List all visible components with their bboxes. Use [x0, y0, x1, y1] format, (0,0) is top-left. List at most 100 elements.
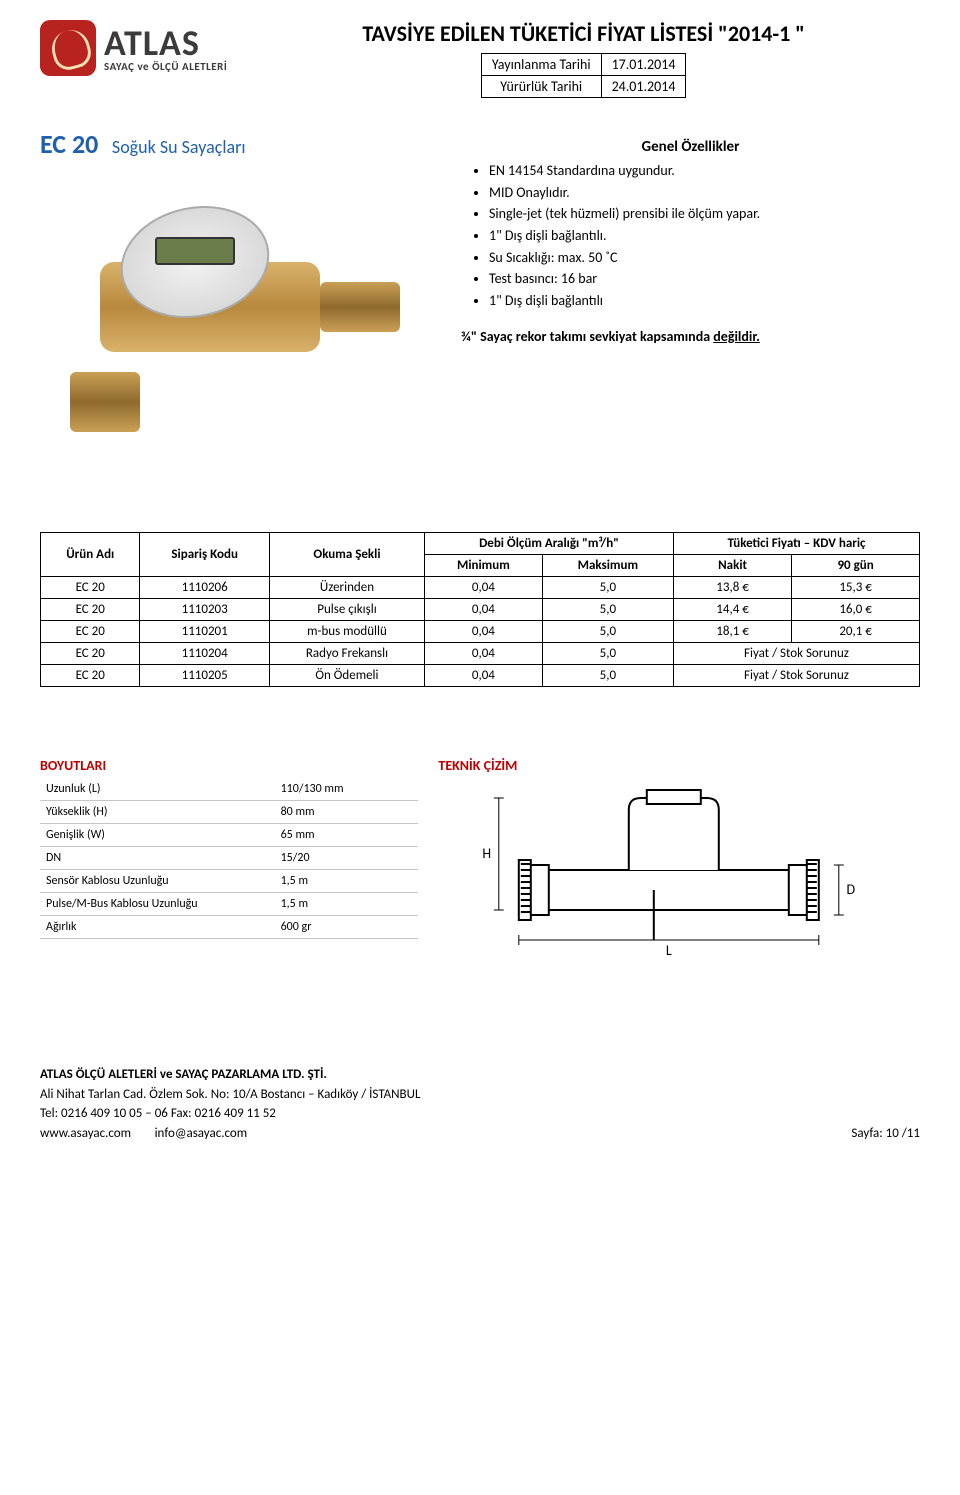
table-cell: 0,04	[425, 643, 543, 665]
footer-phones: Tel: 0216 409 10 05 – 06 Fax: 0216 409 1…	[40, 1104, 920, 1124]
table-cell: EC 20	[41, 643, 140, 665]
table-cell: 0,04	[425, 621, 543, 643]
dim-value: 1,5 m	[275, 893, 419, 916]
note: ¾" Sayaç rekor takımı sevkiyat kapsamınd…	[461, 328, 920, 345]
eff-date-value: 24.01.2014	[601, 76, 686, 98]
model-code: EC 20	[40, 128, 98, 160]
table-row: EC 201110205Ön Ödemeli0,045,0Fiyat / Sto…	[41, 665, 920, 687]
feature-item: EN 14154 Standardına uygundur.	[489, 160, 920, 182]
product-right: Genel Özellikler EN 14154 Standardına uy…	[461, 128, 920, 472]
table-cell: 5,0	[542, 621, 673, 643]
dim-key: Sensör Kablosu Uzunluğu	[40, 870, 275, 893]
feature-item: Single-jet (tek hüzmeli) prensibi ile öl…	[489, 203, 920, 225]
table-cell: EC 20	[41, 621, 140, 643]
feature-item: MID Onaylıdır.	[489, 182, 920, 204]
eff-date-label: Yürürlük Tarihi	[481, 76, 601, 98]
table-cell: 16,0 €	[792, 599, 920, 621]
logo: ATLAS SAYAÇ ve ÖLÇÜ ALETLERİ	[40, 20, 227, 76]
table-cell: 1110205	[140, 665, 270, 687]
table-cell: 13,8 €	[673, 577, 791, 599]
dim-key: Genişlik (W)	[40, 824, 275, 847]
dim-row: Pulse/M-Bus Kablosu Uzunluğu1,5 m	[40, 893, 418, 916]
dim-value: 110/130 mm	[275, 778, 419, 801]
price-table: Ürün Adı Sipariş Kodu Okuma Şekli Debi Ö…	[40, 532, 920, 687]
dimensions-box: BOYUTLARI Uzunluk (L)110/130 mmYükseklik…	[40, 757, 418, 939]
dimensions-head: BOYUTLARI	[40, 757, 418, 774]
table-row: EC 201110204Radyo Frekanslı0,045,0Fiyat …	[41, 643, 920, 665]
th-flow-group: Debi Ölçüm Aralığı "m³/h"	[425, 533, 674, 555]
dim-key: DN	[40, 847, 275, 870]
logo-icon	[40, 20, 96, 76]
pub-date-label: Yayınlanma Tarihi	[481, 54, 601, 76]
table-row: EC 201110203Pulse çıkışlı0,045,014,4 €16…	[41, 599, 920, 621]
th-min: Minimum	[425, 555, 543, 577]
th-cash: Nakit	[673, 555, 791, 577]
th-code: Sipariş Kodu	[140, 533, 270, 577]
table-cell: Üzerinden	[269, 577, 424, 599]
product-image	[40, 172, 431, 472]
table-cell: EC 20	[41, 665, 140, 687]
th-90: 90 gün	[792, 555, 920, 577]
logo-subtitle: SAYAÇ ve ÖLÇÜ ALETLERİ	[104, 61, 227, 72]
table-cell: EC 20	[41, 577, 140, 599]
table-cell: 1110204	[140, 643, 270, 665]
product-section: EC 20 Soğuk Su Sayaçları Genel Özellikle…	[40, 128, 920, 472]
dim-value: 15/20	[275, 847, 419, 870]
table-cell: 0,04	[425, 599, 543, 621]
footer: ATLAS ÖLÇÜ ALETLERİ ve SAYAÇ PAZARLAMA L…	[40, 1065, 920, 1143]
tech-drawing-head: TEKNİK ÇİZİM	[438, 757, 920, 774]
table-cell: 5,0	[542, 665, 673, 687]
dim-value: 80 mm	[275, 801, 419, 824]
tech-label-d: D	[847, 881, 856, 898]
dim-key: Uzunluk (L)	[40, 778, 275, 801]
bottom-specs: BOYUTLARI Uzunluk (L)110/130 mmYükseklik…	[40, 757, 920, 965]
table-cell: 0,04	[425, 577, 543, 599]
dim-row: Sensör Kablosu Uzunluğu1,5 m	[40, 870, 418, 893]
page-number: Sayfa: 10 /11	[851, 1124, 920, 1144]
th-reading: Okuma Şekli	[269, 533, 424, 577]
table-cell: Fiyat / Stok Sorunuz	[673, 665, 919, 687]
feature-item: Su Sıcaklığı: max. 50 ˚C	[489, 247, 920, 269]
th-max: Maksimum	[542, 555, 673, 577]
dim-row: DN15/20	[40, 847, 418, 870]
footer-web[interactable]: www.asayac.com	[40, 1126, 131, 1141]
table-cell: 1110203	[140, 599, 270, 621]
dim-value: 65 mm	[275, 824, 419, 847]
table-cell: 15,3 €	[792, 577, 920, 599]
dim-key: Ağırlık	[40, 916, 275, 939]
dim-row: Uzunluk (L)110/130 mm	[40, 778, 418, 801]
features-head: Genel Özellikler	[461, 138, 920, 156]
table-row: EC 201110206Üzerinden0,045,013,8 €15,3 €	[41, 577, 920, 599]
table-cell: Ön Ödemeli	[269, 665, 424, 687]
th-price-group: Tüketici Fiyatı – KDV hariç	[673, 533, 919, 555]
table-cell: 20,1 €	[792, 621, 920, 643]
model-line: EC 20 Soğuk Su Sayaçları	[40, 128, 431, 160]
table-cell: 18,1 €	[673, 621, 791, 643]
footer-company: ATLAS ÖLÇÜ ALETLERİ ve SAYAÇ PAZARLAMA L…	[40, 1065, 920, 1085]
tech-label-h: H	[483, 845, 492, 862]
table-cell: Radyo Frekanslı	[269, 643, 424, 665]
date-table: Yayınlanma Tarihi 17.01.2014 Yürürlük Ta…	[481, 53, 687, 98]
table-cell: 5,0	[542, 643, 673, 665]
table-cell: Pulse çıkışlı	[269, 599, 424, 621]
table-cell: Fiyat / Stok Sorunuz	[673, 643, 919, 665]
table-cell: 1110201	[140, 621, 270, 643]
dim-row: Genişlik (W)65 mm	[40, 824, 418, 847]
table-cell: EC 20	[41, 599, 140, 621]
table-cell: 5,0	[542, 577, 673, 599]
footer-email[interactable]: info@asayac.com	[155, 1126, 248, 1141]
dim-value: 1,5 m	[275, 870, 419, 893]
features-list: EN 14154 Standardına uygundur.MID Onaylı…	[461, 160, 920, 312]
title-block: TAVSİYE EDİLEN TÜKETİCİ FİYAT LİSTESİ "2…	[247, 20, 920, 98]
dim-row: Yükseklik (H)80 mm	[40, 801, 418, 824]
table-cell: 5,0	[542, 599, 673, 621]
tech-drawing-box: TEKNİK ÇİZİM	[438, 757, 920, 965]
feature-item: 1" Dış dişli bağlantılı.	[489, 225, 920, 247]
feature-item: 1" Dış dişli bağlantılı	[489, 290, 920, 312]
logo-text: ATLAS SAYAÇ ve ÖLÇÜ ALETLERİ	[104, 25, 227, 72]
product-left: EC 20 Soğuk Su Sayaçları	[40, 128, 431, 472]
dim-key: Yükseklik (H)	[40, 801, 275, 824]
table-cell: 0,04	[425, 665, 543, 687]
tech-drawing: L H D	[438, 780, 920, 960]
model-name: Soğuk Su Sayaçları	[112, 136, 246, 158]
